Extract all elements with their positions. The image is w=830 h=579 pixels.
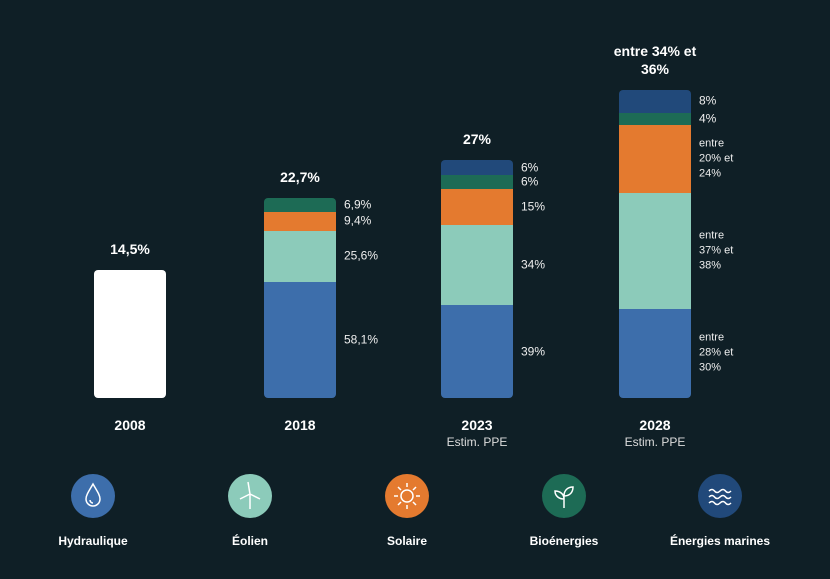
bar	[94, 270, 166, 398]
bar-segment	[619, 90, 691, 114]
bar	[264, 198, 336, 398]
legend-label: Énergies marines	[669, 534, 771, 548]
bar-segment	[619, 112, 691, 126]
bar-segment	[441, 223, 513, 306]
data-label: entre 37% et 38%	[699, 229, 734, 272]
total-label: 27%	[462, 131, 492, 148]
data-label: 25,6%	[344, 248, 379, 263]
data-label: 39%	[521, 344, 546, 359]
data-label: 58,1%	[344, 332, 379, 347]
legend-icon	[542, 474, 586, 518]
category-note: Estim. PPE	[624, 435, 686, 449]
bar-segment	[441, 160, 513, 175]
category-note: Estim. PPE	[446, 435, 508, 449]
legend-icon	[71, 474, 115, 518]
total-label: entre 34% et 36%	[613, 43, 697, 77]
bar-segment	[264, 229, 336, 282]
bar	[441, 160, 513, 398]
data-label: 34%	[521, 257, 546, 272]
legend-icon	[228, 474, 272, 518]
bar	[619, 90, 691, 398]
data-label: entre 20% et 24%	[699, 137, 734, 180]
category-label: 2023	[461, 417, 493, 433]
category-label: 2028	[639, 417, 671, 433]
legend-icon	[385, 474, 429, 518]
legend-label: Éolien	[231, 534, 268, 548]
total-label: 14,5%	[110, 241, 150, 258]
bar-segment	[441, 304, 513, 398]
legend-label: Solaire	[386, 534, 428, 548]
bar-segment	[264, 198, 336, 213]
total-label: 22,7%	[280, 169, 320, 186]
legend-label: Hydraulique	[58, 534, 128, 548]
legend-label: Bioénergies	[529, 534, 599, 548]
category-label: 2008	[114, 417, 146, 433]
bar-segment	[264, 211, 336, 231]
bar-segment	[441, 173, 513, 189]
bar-segment	[619, 124, 691, 194]
category-label: 2018	[284, 417, 316, 433]
bar-segment	[619, 307, 691, 398]
bar-segment	[264, 280, 336, 398]
bar-segment	[441, 187, 513, 225]
data-label: 6%	[521, 174, 539, 189]
data-label: 9,4%	[344, 213, 372, 228]
legend-icon	[698, 474, 742, 518]
data-label: 15%	[521, 199, 546, 214]
bar-segment	[619, 192, 691, 309]
data-label: 6%	[521, 160, 539, 175]
data-label: entre 28% et 30%	[699, 331, 734, 374]
data-label: 4%	[699, 111, 717, 126]
data-label: 8%	[699, 93, 717, 108]
data-label: 6,9%	[344, 197, 372, 212]
